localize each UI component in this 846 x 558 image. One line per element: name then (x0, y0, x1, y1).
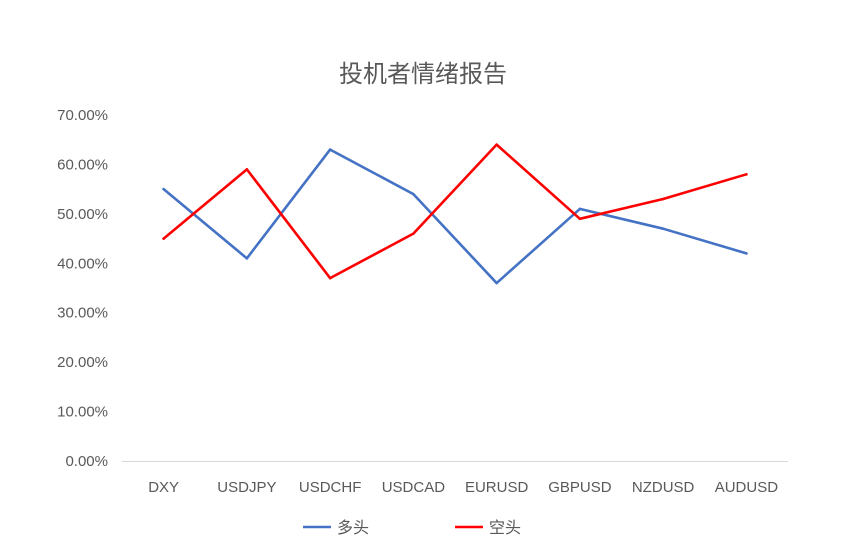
legend-label: 空头 (489, 518, 521, 537)
y-tick-label: 30.00% (57, 305, 108, 322)
chart-title: 投机者情绪报告 (339, 60, 507, 88)
data-point (412, 232, 415, 235)
y-tick-label: 20.00% (57, 354, 108, 371)
x-tick-label: USDCAD (382, 479, 446, 496)
y-tick-label: 40.00% (57, 255, 108, 272)
data-point (661, 197, 665, 201)
y-tick-label: 50.00% (57, 206, 108, 223)
legend-item: 多头 (303, 518, 369, 537)
x-axis-ticks: DXY USDJPY USDCHF USDCAD EURUSD GBPUSD NZDUSD A… (148, 479, 778, 496)
y-tick-label: 70.00% (57, 107, 108, 124)
data-point (162, 187, 165, 191)
data-point (328, 148, 332, 151)
data-point (412, 192, 415, 196)
data-point (328, 276, 332, 280)
legend: 多头 空头 (303, 518, 521, 537)
x-tick-label: EURUSD (465, 479, 529, 496)
data-point (661, 227, 665, 230)
x-tick-label: NZDUSD (632, 479, 695, 496)
data-point (745, 173, 748, 176)
data-point (578, 207, 582, 211)
y-tick-label: 60.00% (57, 156, 108, 173)
x-tick-label: AUDUSD (715, 479, 779, 496)
data-point (578, 217, 582, 221)
legend-item: 空头 (455, 518, 521, 537)
x-tick-label: GBPUSD (548, 479, 612, 496)
x-tick-label: USDJPY (217, 479, 276, 496)
series-line-1 (162, 148, 748, 285)
y-tick-label: 10.00% (57, 404, 108, 421)
data-point (745, 252, 748, 255)
series-line-2 (162, 143, 748, 280)
y-axis-ticks: 0.00% 10.00% 20.00% 30.00% 40.00% 50.00% 60.00… (57, 107, 108, 470)
x-tick-label: DXY (148, 479, 179, 496)
y-tick-label: 0.00% (65, 453, 108, 470)
data-point (245, 168, 249, 171)
series-lines (162, 143, 748, 285)
data-point (245, 257, 249, 260)
data-point (495, 143, 498, 146)
legend-label: 多头 (337, 518, 369, 537)
x-tick-label: USDCHF (299, 479, 362, 496)
data-point (495, 281, 498, 285)
data-point (162, 237, 165, 240)
